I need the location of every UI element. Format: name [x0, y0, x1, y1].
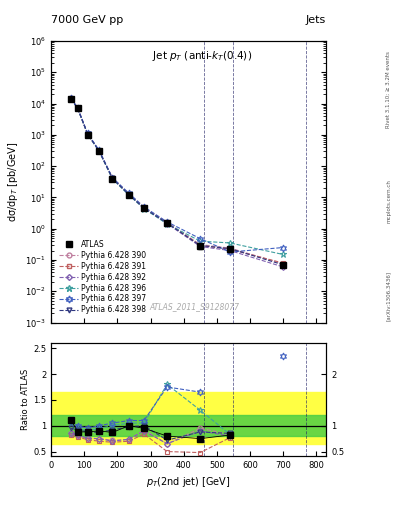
Text: ATLAS_2011_S9128077: ATLAS_2011_S9128077 — [149, 302, 239, 311]
Text: Rivet 3.1.10; ≥ 3.2M events: Rivet 3.1.10; ≥ 3.2M events — [386, 51, 391, 128]
Text: mcplots.cern.ch: mcplots.cern.ch — [386, 179, 391, 223]
Text: Jets: Jets — [306, 15, 326, 26]
Legend: ATLAS, Pythia 6.428 390, Pythia 6.428 391, Pythia 6.428 392, Pythia 6.428 396, P: ATLAS, Pythia 6.428 390, Pythia 6.428 39… — [58, 239, 148, 316]
X-axis label: $p_T$(2nd jet) [GeV]: $p_T$(2nd jet) [GeV] — [146, 475, 231, 489]
Text: Jet $p_T$ (anti-$k_T$(0.4)): Jet $p_T$ (anti-$k_T$(0.4)) — [152, 50, 252, 63]
Text: [arXiv:1306.3436]: [arXiv:1306.3436] — [386, 271, 391, 322]
Y-axis label: Ratio to ATLAS: Ratio to ATLAS — [21, 369, 30, 430]
Text: 7000 GeV pp: 7000 GeV pp — [51, 15, 123, 26]
Y-axis label: dσ/dp$_T$ [pb/GeV]: dσ/dp$_T$ [pb/GeV] — [6, 141, 20, 222]
